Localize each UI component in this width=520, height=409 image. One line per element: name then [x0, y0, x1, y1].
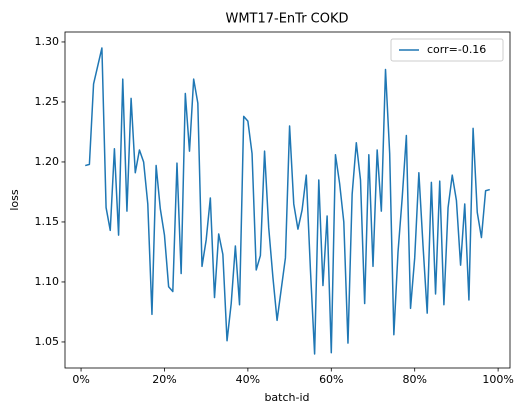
legend: corr=-0.16 [390, 38, 504, 62]
legend-box [390, 38, 504, 62]
x-tick-label: 0% [72, 373, 89, 386]
x-tick-label: 20% [152, 373, 176, 386]
x-axis-label: batch-id [264, 391, 309, 404]
plot-frame [64, 31, 511, 369]
y-tick-label: 1.30 [35, 35, 60, 48]
x-tick-label: 80% [402, 373, 426, 386]
y-tick-label: 1.10 [35, 275, 60, 288]
y-tick-label: 1.25 [35, 95, 60, 108]
y-tick-label: 1.05 [35, 335, 60, 348]
y-axis-label: loss [8, 189, 21, 211]
y-tick-label: 1.20 [35, 155, 60, 168]
legend-label: corr=-0.16 [427, 43, 486, 56]
data-line [85, 47, 490, 355]
x-tick-label: 100% [482, 373, 513, 386]
x-tick-label: 40% [236, 373, 260, 386]
x-tick-label: 60% [319, 373, 343, 386]
chart-title: WMT17-EnTr COKD [225, 12, 348, 27]
y-tick-label: 1.15 [35, 215, 60, 228]
